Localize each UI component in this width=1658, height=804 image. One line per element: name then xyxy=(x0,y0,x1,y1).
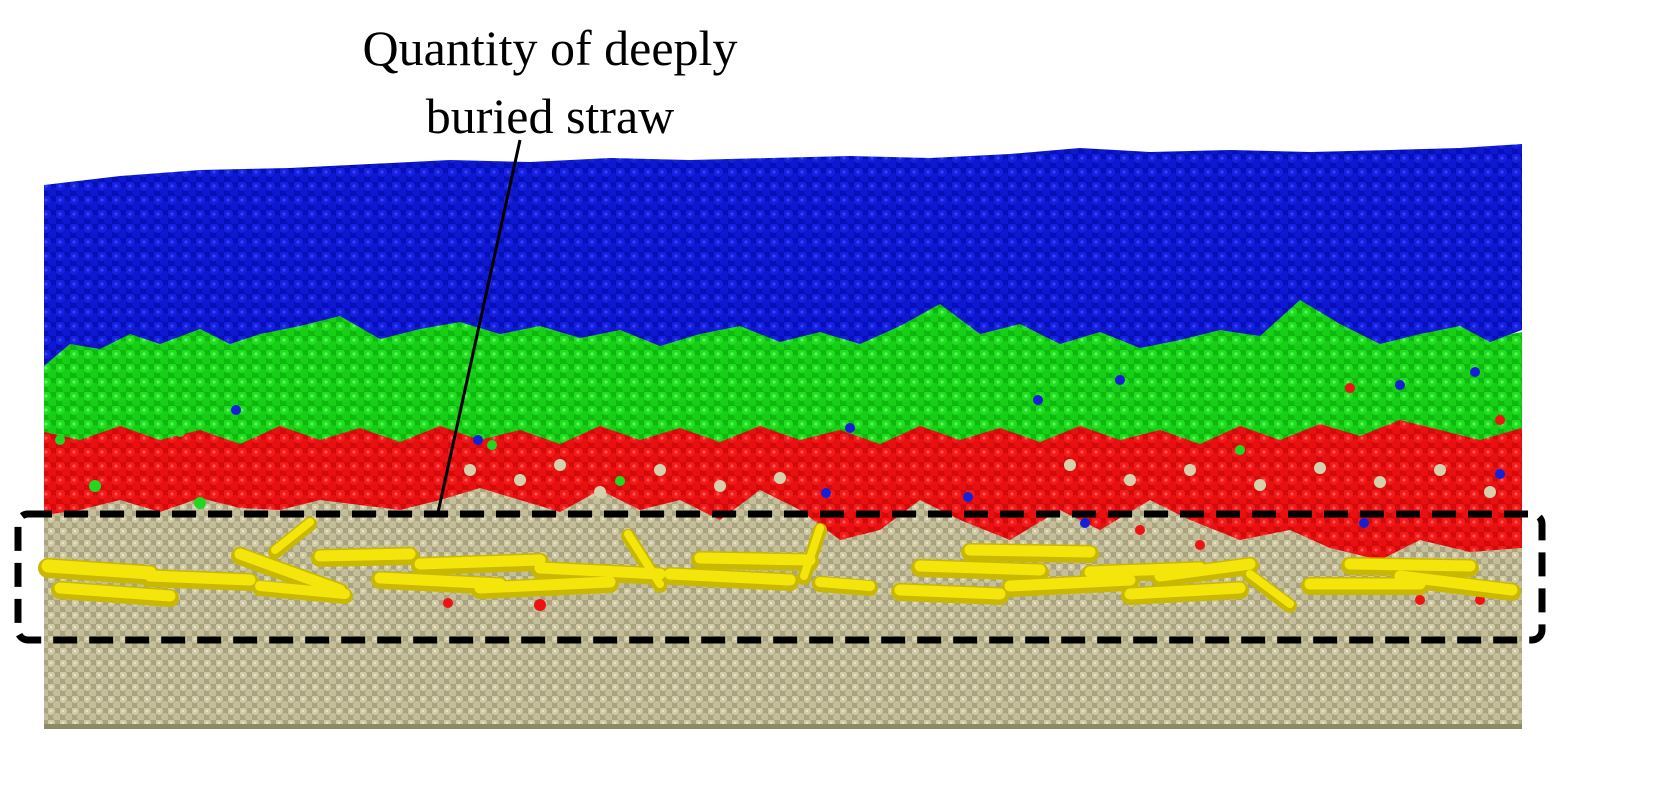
third-soil-layer xyxy=(44,408,1522,560)
straw-particles xyxy=(38,517,1521,613)
deep-straw-highlight-box xyxy=(14,510,1546,644)
second-soil-layer xyxy=(44,296,1522,444)
annotation-label-line-2: buried straw xyxy=(425,88,675,144)
top-soil-layer xyxy=(44,144,1522,366)
ground-edge xyxy=(44,724,1522,729)
annotation-leader-line xyxy=(435,139,522,518)
annotation-label-line-1: Quantity of deeply xyxy=(362,20,738,76)
scattered-particles xyxy=(55,367,1505,611)
